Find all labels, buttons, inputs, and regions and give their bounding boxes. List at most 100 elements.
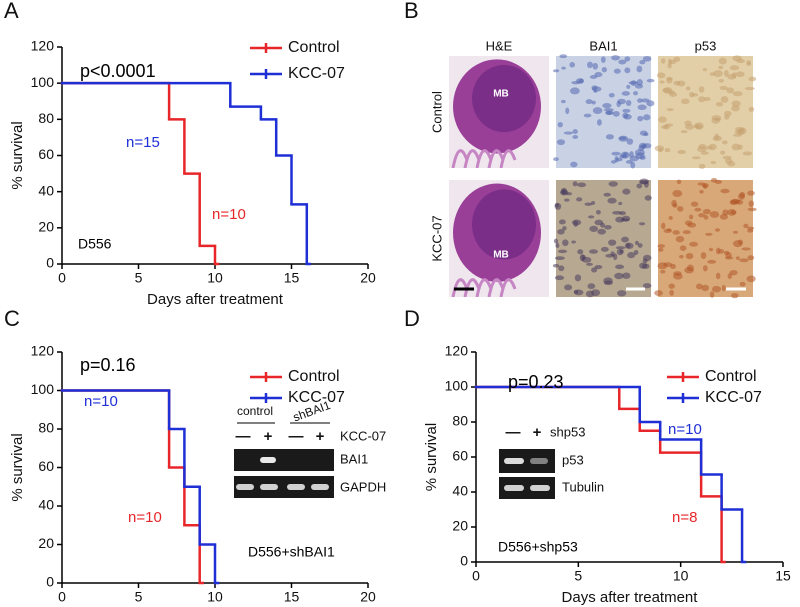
micrograph (556, 56, 651, 168)
nucleus (715, 272, 721, 280)
annotation: n=10 (668, 421, 702, 438)
nucleus (727, 208, 737, 216)
y-tick-label: 120 (445, 343, 469, 359)
nucleus (709, 211, 720, 218)
nucleus (625, 100, 632, 106)
nucleus (668, 283, 675, 289)
nucleus (654, 290, 663, 296)
folia (463, 278, 481, 297)
nucleus (698, 96, 706, 103)
nucleus (739, 281, 746, 287)
nucleus (643, 132, 649, 137)
nucleus (682, 230, 691, 235)
nucleus (562, 239, 569, 247)
nucleus (703, 96, 711, 101)
nucleus (594, 265, 603, 270)
nucleus (600, 246, 609, 252)
x-tick-label: 15 (775, 568, 791, 584)
nucleus (721, 284, 726, 292)
nucleus (731, 143, 741, 151)
nucleus (554, 275, 565, 281)
nucleus (672, 190, 683, 197)
nucleus (642, 114, 651, 121)
nucleus (731, 105, 740, 112)
nucleus (644, 195, 652, 201)
nucleus (622, 108, 631, 113)
nucleus (724, 256, 734, 260)
nucleus (592, 107, 603, 115)
nucleus (619, 154, 625, 159)
y-tick-label: 40 (452, 483, 468, 499)
nucleus (621, 236, 629, 243)
nucleus (604, 224, 612, 230)
y-tick-label: 60 (38, 146, 54, 162)
nucleus (637, 115, 644, 122)
nucleus (676, 179, 682, 185)
nucleus (618, 201, 623, 206)
nucleus (658, 116, 667, 123)
nucleus (735, 256, 740, 260)
folia (451, 149, 469, 168)
nucleus (561, 66, 566, 70)
legend-label: KCC-07 (705, 389, 762, 406)
nucleus (742, 151, 753, 156)
nucleus (603, 192, 611, 197)
tumor (472, 64, 536, 133)
nucleus (636, 183, 643, 189)
panel-letter: A (4, 0, 19, 23)
nucleus (685, 86, 691, 91)
blot-band (287, 484, 305, 490)
nucleus (658, 247, 664, 252)
nucleus (637, 243, 643, 248)
tumor (472, 189, 536, 260)
nucleus (657, 244, 666, 248)
nucleus (595, 209, 601, 215)
folia (487, 278, 505, 297)
nucleus (721, 140, 728, 145)
nucleus (577, 182, 587, 188)
nucleus (611, 55, 620, 61)
nucleus (591, 85, 598, 91)
nucleus (588, 249, 599, 254)
micrograph (556, 180, 651, 297)
nucleus (710, 177, 718, 183)
nucleus (623, 114, 632, 120)
nucleus (748, 76, 757, 82)
nucleus (720, 150, 726, 155)
nucleus (673, 271, 682, 276)
nucleus (553, 157, 559, 162)
nucleus (743, 223, 749, 229)
nucleus (707, 259, 717, 264)
nucleus (667, 63, 672, 69)
nucleus (679, 254, 684, 259)
blot-band (260, 457, 276, 463)
nucleus (629, 155, 639, 162)
blot-band (504, 485, 524, 491)
nucleus (556, 139, 566, 146)
nucleus (699, 189, 704, 194)
y-tick-label: 100 (445, 378, 469, 394)
nucleus (607, 197, 617, 204)
nucleus (554, 256, 565, 261)
x-tick-label: 5 (135, 270, 143, 286)
nucleus (610, 160, 617, 164)
nucleus (661, 222, 666, 230)
y-tick-label: 60 (452, 448, 468, 464)
nucleus (626, 138, 634, 145)
nucleus (666, 78, 673, 84)
x-tick-label: 10 (207, 589, 223, 605)
nucleus (572, 134, 579, 139)
nucleus (605, 110, 614, 115)
nucleus (571, 240, 576, 244)
nucleus (720, 96, 729, 103)
x-tick-label: 5 (574, 568, 582, 584)
blot-band (260, 484, 278, 490)
nucleus (615, 216, 625, 223)
nucleus (591, 100, 596, 105)
annotation: n=10 (128, 509, 162, 526)
legend-label: Control (288, 39, 340, 56)
nucleus (714, 228, 721, 232)
nucleus (694, 124, 699, 129)
nucleus (661, 125, 668, 129)
nucleus (555, 242, 560, 249)
